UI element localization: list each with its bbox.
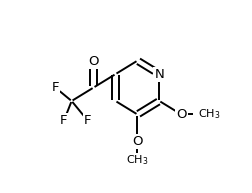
Text: F: F bbox=[60, 114, 67, 127]
Text: O: O bbox=[175, 108, 186, 121]
Text: F: F bbox=[51, 81, 59, 94]
Text: O: O bbox=[132, 135, 142, 148]
Text: N: N bbox=[154, 68, 164, 81]
Text: CH$_3$: CH$_3$ bbox=[198, 108, 220, 121]
Text: F: F bbox=[84, 114, 91, 127]
Text: CH$_3$: CH$_3$ bbox=[126, 154, 148, 167]
Text: O: O bbox=[88, 55, 99, 68]
